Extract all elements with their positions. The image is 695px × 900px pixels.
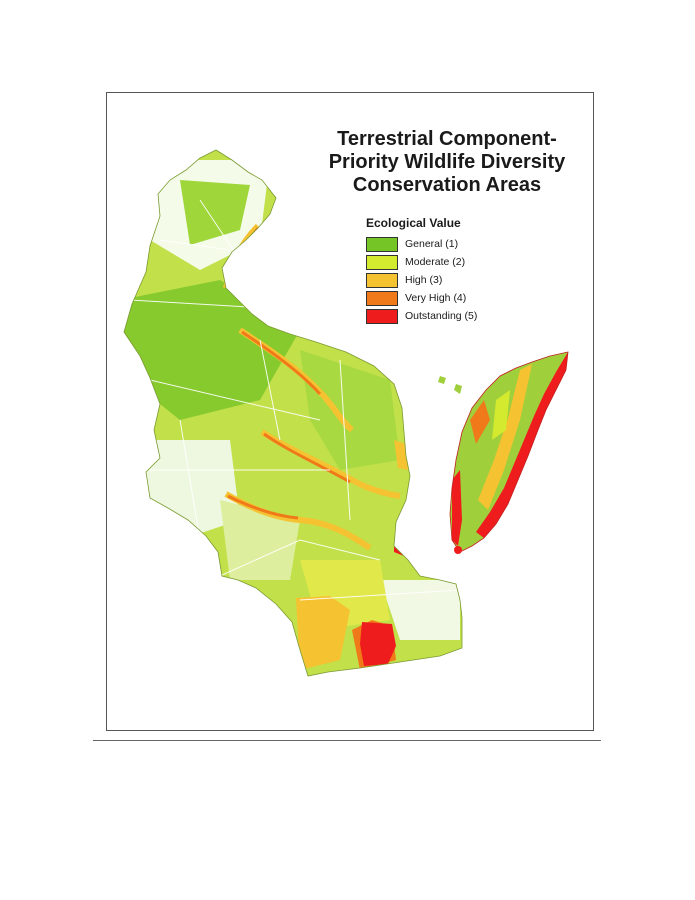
very-high-corridor (263, 432, 351, 484)
peninsula-region (450, 352, 568, 552)
legend-swatch (366, 254, 398, 270)
general-patch (180, 180, 250, 245)
legend-item-very-high: Very High (4) (366, 289, 477, 307)
title-line: Terrestrial Component- (337, 128, 557, 150)
high-patch (394, 440, 408, 470)
high-patch (296, 596, 350, 670)
island (454, 384, 462, 394)
legend: Ecological Value General (1) Moderate (2… (366, 216, 477, 325)
outstanding-coast (476, 352, 568, 538)
very-high-patch (470, 400, 490, 444)
legend-swatch (366, 236, 398, 252)
footer-rule (93, 740, 601, 741)
legend-label: High (3) (405, 274, 443, 286)
legend-item-outstanding: Outstanding (5) (366, 307, 477, 325)
general-patch (220, 500, 300, 580)
very-high-corridor (241, 330, 322, 396)
general-patch (380, 580, 460, 640)
legend-swatch (366, 308, 398, 324)
legend-swatch (366, 272, 398, 288)
title-line: Priority Wildlife Diversity (328, 151, 566, 173)
high-strip (478, 364, 532, 510)
very-high-corridor (227, 494, 299, 520)
outstanding-coast (452, 470, 462, 546)
island (438, 376, 446, 384)
legend-title: Ecological Value (366, 216, 461, 230)
legend-label: Very High (4) (405, 292, 467, 304)
general-patch (300, 350, 400, 470)
legend-label: Moderate (2) (405, 256, 466, 268)
legend-swatch (366, 290, 398, 306)
outstanding-patch (360, 622, 396, 666)
peninsula-tip (454, 546, 462, 554)
moderate-patch (492, 390, 510, 440)
legend-item-moderate: Moderate (2) (366, 253, 477, 271)
legend-item-general: General (1) (366, 235, 477, 253)
map-title: Terrestrial Component- Priority Wildlife… (292, 128, 602, 197)
title-line: Conservation Areas (352, 174, 542, 196)
legend-label: Outstanding (5) (405, 310, 478, 322)
county-boundaries (129, 199, 461, 601)
legend-label: General (1) (405, 238, 459, 250)
legend-item-high: High (3) (366, 271, 477, 289)
